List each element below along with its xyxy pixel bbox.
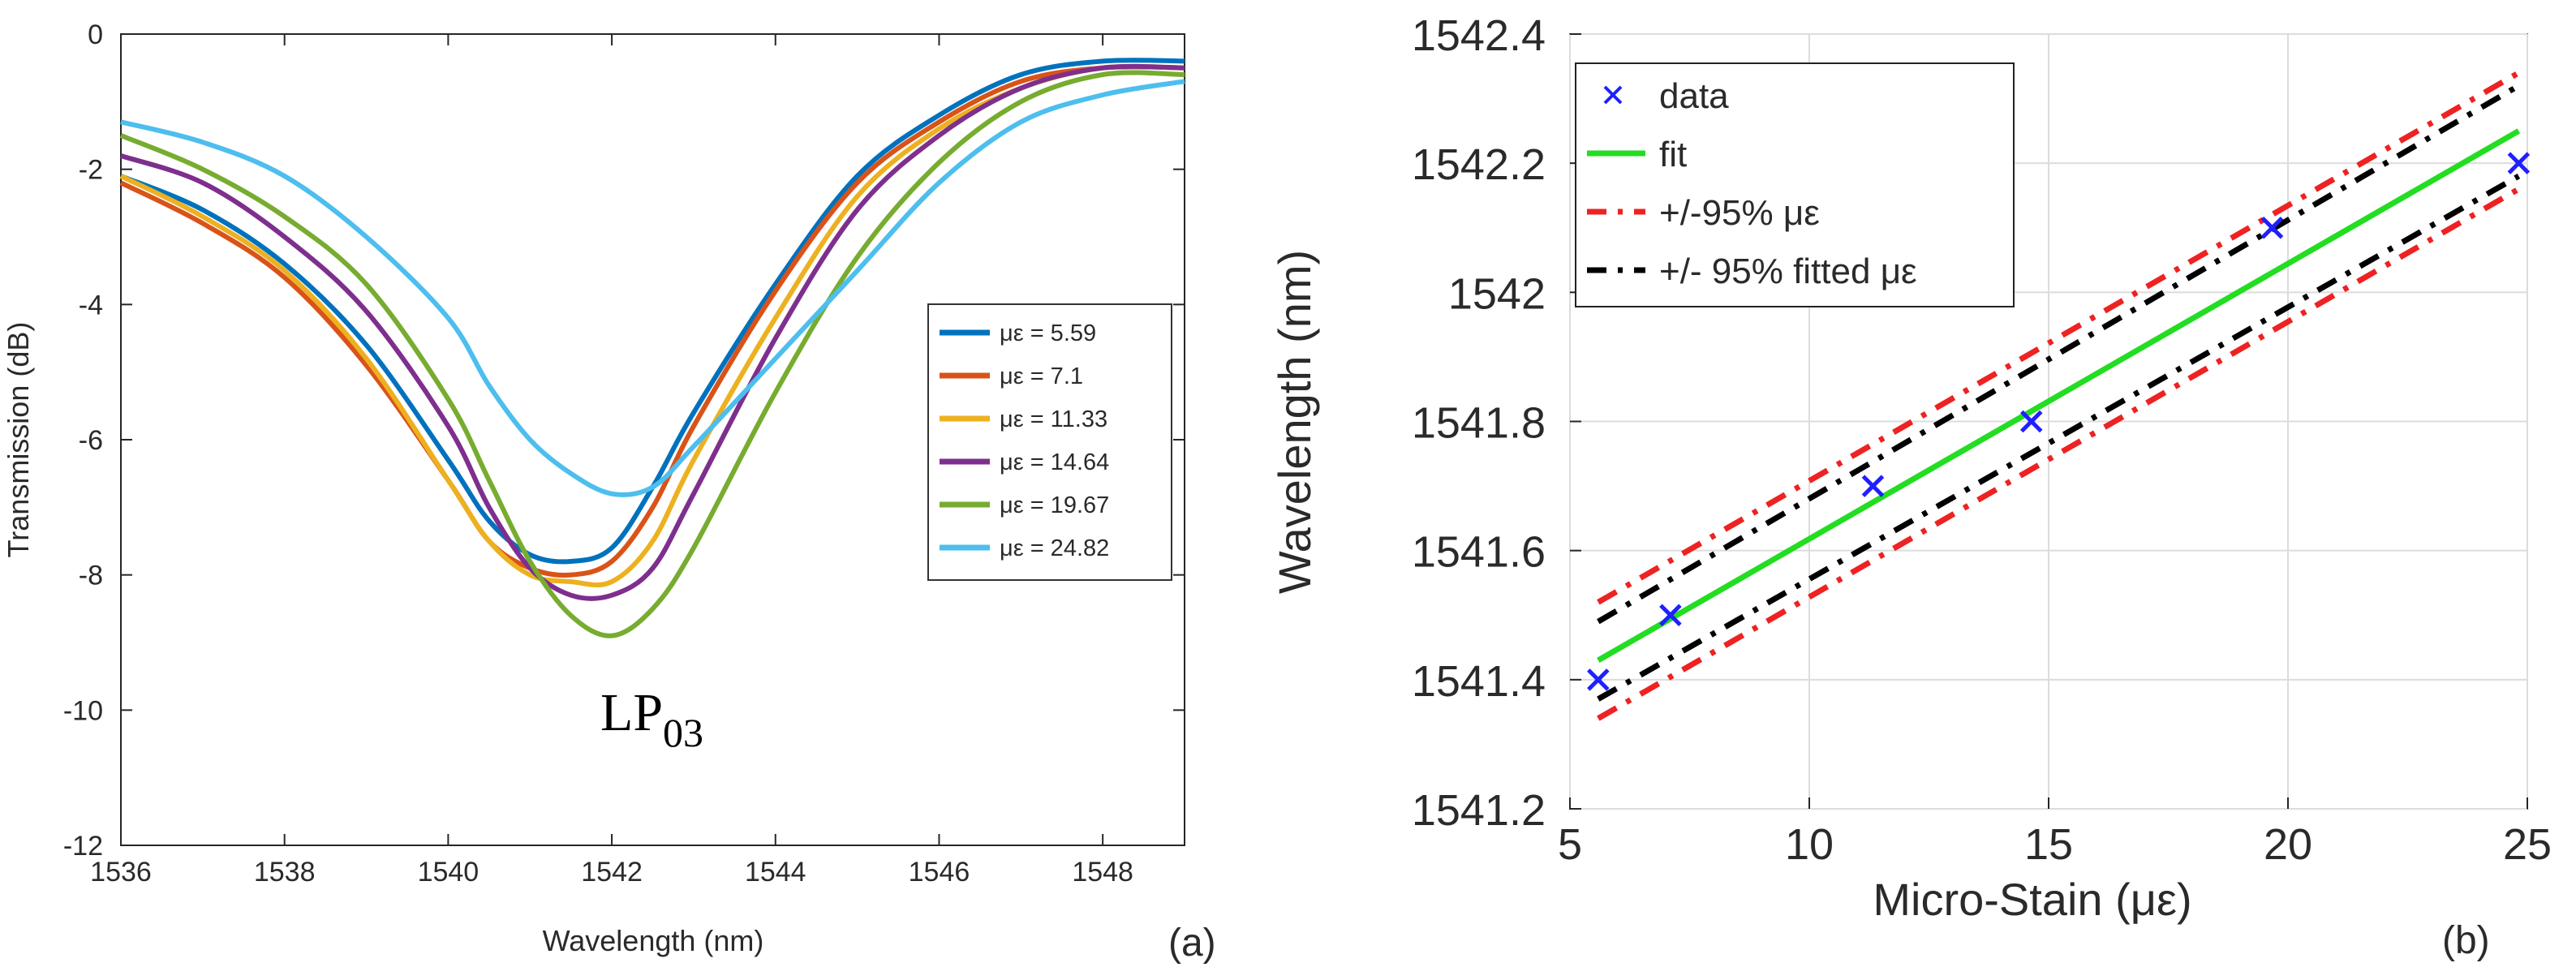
panel-b-y-tick-label: 1541.2	[1412, 786, 1546, 835]
panel-a-series-line-4	[120, 63, 1185, 601]
panel-a-y-ticks: 0 -2 -4 -6 -8 -10 -12	[63, 19, 1185, 862]
panel-b-data-point-stroke	[2260, 216, 2284, 239]
panel-b-fit-line	[1597, 128, 2521, 663]
panel-b-y-tick-label: 1541.8	[1412, 399, 1546, 448]
panel-b-y-ticks: 1542.4 1542.2 1542 1541.8 1541.6 1541.4 1541.2	[1412, 11, 1581, 835]
panel-b-y-axis-label: Wavelength (nm)	[1269, 250, 1320, 594]
panel-b-data-point-stroke	[1659, 604, 1682, 627]
panel-a-series-line-1	[119, 58, 1185, 565]
panel-b-x-tick-label: 5	[1558, 820, 1582, 869]
panel-a-legend-label-6: με = 24.82	[1000, 535, 1109, 561]
panel-b-data-point-stroke	[2019, 410, 2043, 433]
panel-b-data-point	[1587, 668, 1610, 691]
panel-b-data-point	[1861, 475, 1885, 497]
panel-b-grid	[1569, 33, 2528, 810]
panel-a-x-tick-label: 1540	[418, 857, 480, 888]
panel-b-y-tick-label: 1542.2	[1412, 140, 1546, 189]
panel-b-x-tick-label: 20	[2264, 820, 2312, 869]
panel-a-x-tick-label: 1548	[1072, 857, 1133, 888]
panel-b-95-ue-upper-line	[1597, 70, 2521, 605]
panel-a-y-tick-label: -8	[79, 561, 103, 591]
panel-b-y-tick-label: 1541.4	[1412, 657, 1546, 706]
panel-a-x-axis-label: Wavelength (nm)	[543, 924, 764, 957]
lp03-subscript: 03	[663, 710, 703, 755]
panel-b-data-point	[2019, 410, 2043, 433]
panel-a-x-tick-label: 1544	[745, 857, 806, 888]
panel-a-series-line-3	[119, 63, 1185, 588]
panel-b-legend-swatch-stroke	[1603, 85, 1623, 105]
panel-b-y-tick-label: 1541.6	[1412, 528, 1546, 577]
panel-a-y-tick-label: -12	[63, 831, 103, 862]
panel-a-series-line-2	[119, 64, 1185, 578]
panel-a-x-tick-label: 1536	[90, 857, 152, 888]
panel-a-legend-label-5: με = 19.67	[1000, 492, 1109, 518]
panel-a-series-line-6	[120, 79, 1185, 497]
panel-b-wavelength-vs-strain-chart: 1542.4 1542.2 1542 1541.8 1541.6 1541.4 1541.2…	[1269, 11, 2552, 962]
panel-b-legend-label-4: +/- 95% fitted με	[1659, 251, 1917, 291]
panel-b-data-point-stroke	[1861, 475, 1885, 497]
lp03-main: LP	[600, 683, 663, 742]
panel-a-y-axis-label: Transmission (dB)	[2, 322, 35, 558]
panel-b-y-tick-label: 1542.4	[1412, 11, 1546, 60]
panel-b-legend-swatch-data	[1603, 85, 1623, 105]
panel-a-series-line-5	[119, 70, 1185, 638]
panel-b-legend-label-3: +/-95% με	[1659, 193, 1820, 233]
panel-a-legend-items: με = 5.59 με = 7.1 με = 11.33 με = 14.64 με …	[940, 320, 1109, 561]
panel-b-x-axis-label: Micro-Stain (με)	[1873, 874, 2191, 925]
panel-b-x-ticks: 5 10 15 20 25	[1558, 797, 2552, 869]
panel-a-legend-label-2: με = 7.1	[1000, 363, 1083, 389]
panel-b-x-tick-label: 10	[1785, 820, 1834, 869]
panel-b-x-tick-label: 15	[2024, 820, 2073, 869]
panel-b-legend-label-1: data	[1659, 76, 1729, 116]
panel-a-transmission-chart: 0 -2 -4 -6 -8 -10 -12 1536 1538 1540 1542 1544 1546…	[2, 19, 1216, 965]
panel-b-95-fitted-upper-line	[1597, 83, 2521, 625]
panel-a-y-tick-label: -4	[79, 290, 103, 320]
panel-a-y-tick-label: -10	[63, 695, 103, 726]
panel-b-lines	[1597, 70, 2521, 721]
panel-b-x-tick-label: 25	[2503, 820, 2552, 869]
panel-a-x-tick-label: 1538	[254, 857, 316, 888]
panel-b-data-points	[1587, 152, 2531, 691]
panel-b-legend-box	[1575, 62, 2015, 307]
panel-b-legend: data fit +/-95% με +/- 95% fitted με	[1575, 62, 2015, 307]
panel-a-legend: με = 5.59 με = 7.1 με = 11.33 με = 14.64 με …	[927, 303, 1172, 581]
panel-a-x-ticks: 1536 1538 1540 1542 1544 1546 1548	[90, 34, 1133, 888]
panel-b-data-point-stroke	[1587, 668, 1610, 691]
panel-b-legend-label-2: fit	[1659, 135, 1687, 174]
panel-a-x-tick-label: 1542	[581, 857, 643, 888]
lp03-annotation: LP03	[600, 683, 703, 755]
panel-a-x-tick-label: 1546	[909, 857, 970, 888]
panel-b-95-ue-lower-line	[1597, 186, 2521, 721]
panel-a-legend-box	[927, 303, 1172, 581]
panel-a-legend-label-1: με = 5.59	[1000, 320, 1096, 346]
panel-a-y-tick-label: -2	[79, 155, 103, 186]
panel-a-legend-label-3: με = 11.33	[1000, 406, 1107, 432]
panel-a-series	[119, 58, 1185, 638]
panel-b-data-point	[2260, 216, 2284, 239]
panel-b-data-point	[2507, 152, 2531, 174]
panel-a-legend-label-4: με = 14.64	[1000, 449, 1109, 475]
panel-b-legend-items: data fit +/-95% με +/- 95% fitted με	[1587, 76, 1917, 291]
panel-b-data-point	[1659, 604, 1682, 627]
panel-b-y-tick-label: 1542	[1448, 269, 1546, 318]
panel-b-data-point-stroke	[2507, 152, 2531, 174]
panel-b-95-fitted-lower-line	[1597, 174, 2521, 702]
panel-a-label: (a)	[1168, 922, 1216, 965]
panel-b-label: (b)	[2442, 919, 2490, 962]
panel-a-y-tick-label: -6	[79, 425, 103, 456]
panel-a-y-tick-label: 0	[88, 19, 103, 50]
